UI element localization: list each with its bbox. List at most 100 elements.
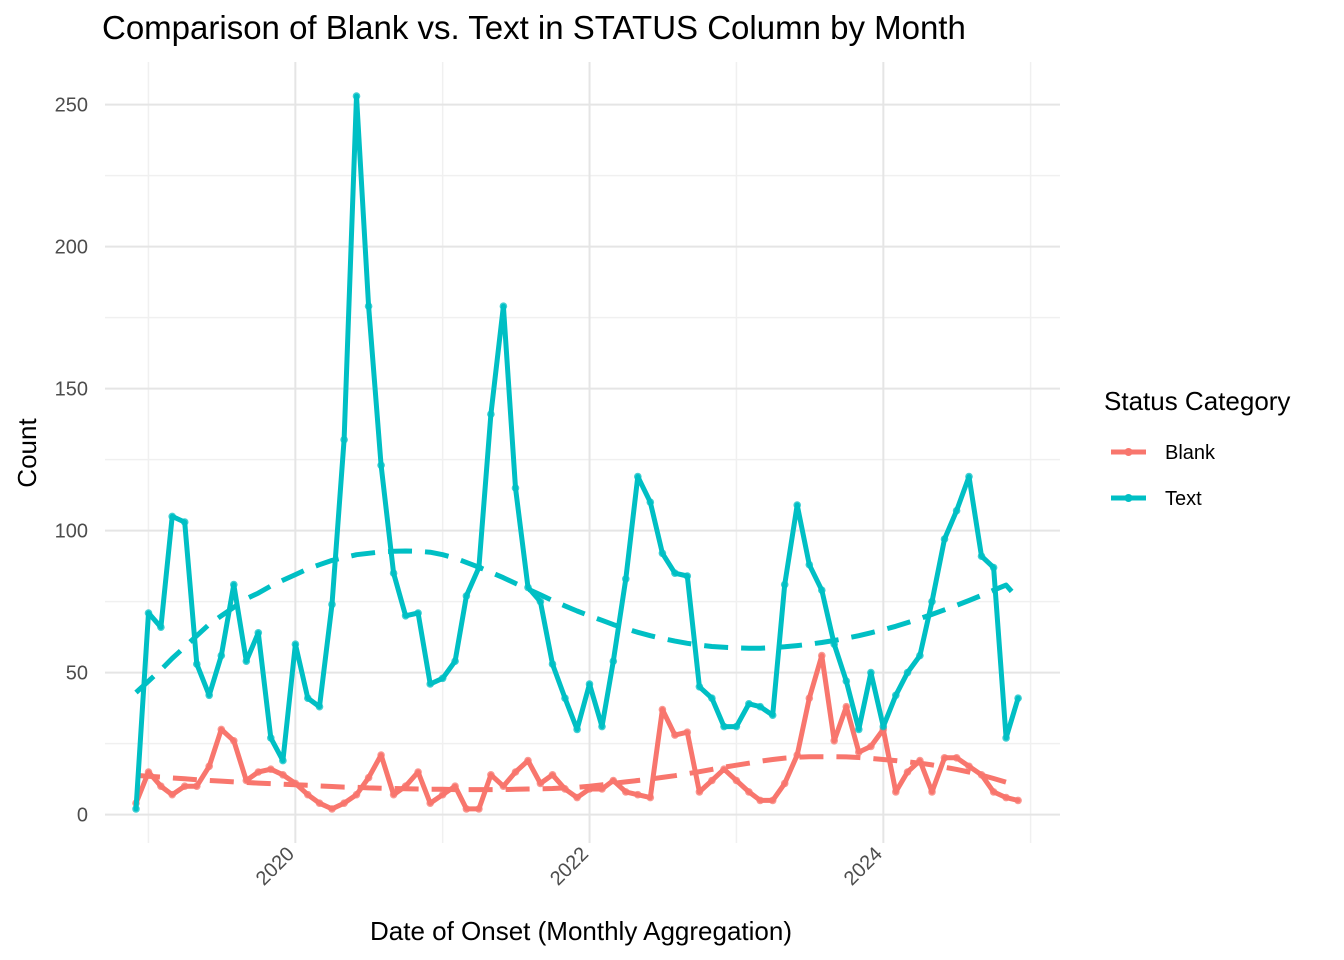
data-point-text bbox=[1014, 694, 1022, 702]
data-point-text bbox=[658, 549, 667, 558]
series-blank bbox=[132, 651, 1022, 813]
data-point-blank bbox=[646, 793, 655, 802]
data-point-blank bbox=[377, 751, 385, 759]
data-point-blank bbox=[401, 782, 410, 790]
data-point-text bbox=[315, 702, 324, 711]
data-point-blank bbox=[426, 799, 435, 807]
data-point-text bbox=[328, 600, 336, 609]
x-axis-ticks: 2020 2022 2024 bbox=[252, 843, 887, 890]
data-point-blank bbox=[1002, 793, 1010, 802]
data-point-blank bbox=[805, 694, 814, 702]
data-point-blank bbox=[903, 768, 912, 776]
data-point-blank bbox=[756, 796, 764, 805]
data-point-text bbox=[487, 410, 495, 419]
data-point-blank bbox=[451, 782, 459, 790]
data-point-blank bbox=[561, 785, 569, 793]
y-tick-label: 50 bbox=[66, 663, 88, 685]
data-point-text bbox=[585, 680, 594, 688]
data-point-text bbox=[928, 597, 936, 606]
data-point-text bbox=[217, 651, 226, 660]
trend-line-blank bbox=[135, 754, 1019, 793]
data-point-text bbox=[818, 586, 826, 594]
data-point-text bbox=[267, 734, 275, 742]
data-point-text bbox=[977, 552, 986, 560]
legend-key-point-blank bbox=[1124, 448, 1133, 456]
legend-item-text: Text bbox=[1111, 488, 1202, 510]
data-point-blank bbox=[193, 782, 201, 790]
data-point-text bbox=[462, 592, 471, 600]
data-point-text bbox=[989, 563, 998, 572]
data-point-text bbox=[340, 435, 348, 444]
x-tick-label: 2024 bbox=[840, 843, 887, 890]
data-point-blank bbox=[818, 651, 826, 660]
data-point-text bbox=[695, 683, 704, 691]
x-axis-title: Date of Onset (Monthly Aggregation) bbox=[370, 916, 792, 946]
data-point-text bbox=[879, 722, 888, 731]
data-point-blank bbox=[830, 737, 838, 745]
data-point-blank bbox=[977, 771, 986, 779]
data-point-text bbox=[304, 694, 312, 702]
data-point-blank bbox=[205, 762, 213, 771]
data-point-text bbox=[475, 563, 483, 572]
y-tick-label: 200 bbox=[55, 237, 88, 259]
data-point-text bbox=[364, 302, 373, 311]
legend: Status Category Blank Text bbox=[1104, 386, 1290, 510]
data-point-text bbox=[952, 506, 961, 515]
data-point-blank bbox=[732, 776, 741, 785]
data-point-blank bbox=[462, 805, 471, 813]
data-point-blank bbox=[855, 748, 863, 756]
legend-item-blank: Blank bbox=[1111, 442, 1216, 464]
data-point-text bbox=[132, 805, 140, 813]
data-point-text bbox=[732, 722, 741, 731]
data-point-text bbox=[867, 668, 875, 677]
data-point-blank bbox=[340, 799, 348, 807]
data-point-text bbox=[180, 518, 189, 526]
data-point-text bbox=[830, 640, 838, 648]
data-point-text bbox=[548, 660, 557, 668]
data-point-text bbox=[438, 674, 447, 683]
data-point-text bbox=[279, 756, 287, 765]
y-tick-label: 0 bbox=[77, 805, 88, 827]
data-point-blank bbox=[291, 779, 300, 788]
y-axis-title: Count bbox=[12, 418, 42, 488]
data-point-blank bbox=[842, 702, 851, 711]
data-point-text bbox=[254, 629, 263, 637]
series-line-text bbox=[133, 93, 1021, 812]
data-point-text bbox=[1002, 734, 1010, 742]
y-tick-label: 100 bbox=[55, 521, 88, 543]
data-point-blank bbox=[745, 788, 753, 796]
data-point-text bbox=[622, 575, 630, 583]
data-point-text bbox=[168, 512, 176, 521]
data-point-text bbox=[230, 580, 238, 589]
data-point-text bbox=[598, 722, 606, 731]
data-point-blank bbox=[867, 742, 875, 751]
data-point-blank bbox=[1014, 796, 1022, 805]
data-point-blank bbox=[585, 785, 594, 793]
data-point-blank bbox=[536, 779, 545, 788]
data-point-text bbox=[561, 694, 569, 702]
data-point-blank bbox=[952, 754, 961, 762]
data-point-blank bbox=[242, 776, 251, 785]
data-point-text bbox=[205, 691, 213, 700]
data-point-blank bbox=[414, 768, 422, 776]
legend-label-text: Text bbox=[1165, 488, 1202, 510]
data-point-blank bbox=[230, 737, 238, 745]
data-point-blank bbox=[279, 771, 287, 779]
data-point-blank bbox=[768, 796, 777, 805]
data-point-blank bbox=[671, 731, 679, 739]
data-point-text bbox=[756, 702, 764, 711]
x-tick-label: 2022 bbox=[546, 843, 593, 890]
data-point-blank bbox=[254, 768, 263, 776]
data-point-text bbox=[805, 560, 814, 569]
data-point-text bbox=[193, 660, 201, 668]
series-layer bbox=[132, 92, 1022, 813]
data-point-text bbox=[965, 472, 973, 481]
data-point-blank bbox=[683, 728, 692, 736]
data-point-text bbox=[793, 501, 801, 509]
x-tick-label: 2020 bbox=[252, 843, 299, 890]
data-point-blank bbox=[928, 788, 936, 796]
data-point-text bbox=[634, 472, 642, 481]
data-point-text bbox=[524, 583, 532, 592]
data-point-text bbox=[683, 572, 692, 580]
data-point-blank bbox=[989, 788, 998, 796]
